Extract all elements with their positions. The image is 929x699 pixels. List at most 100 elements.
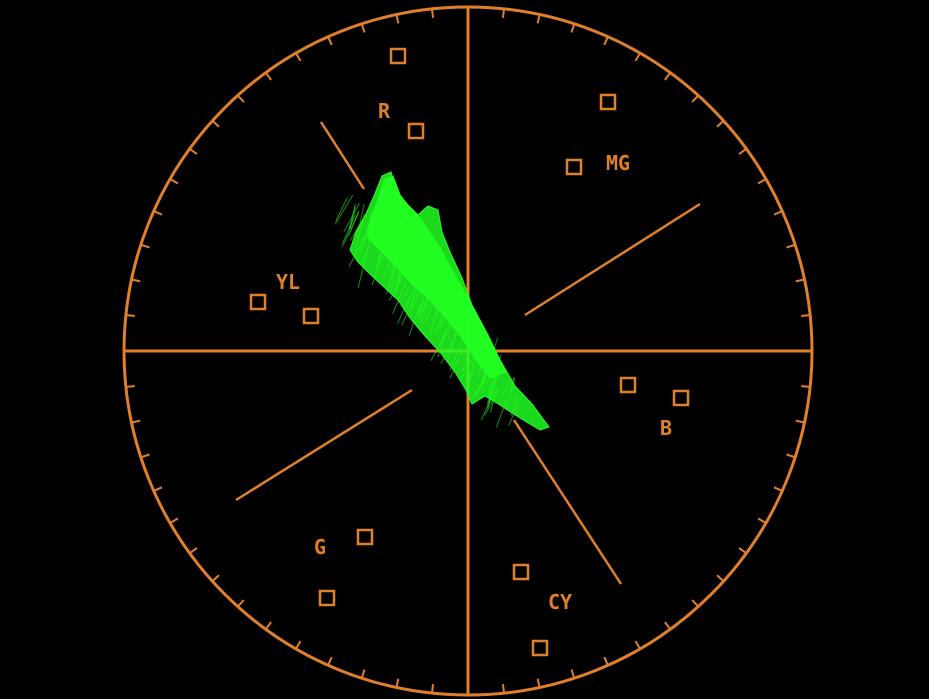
ring-tick bbox=[801, 385, 811, 388]
trace-strand bbox=[363, 221, 372, 242]
trace-strand bbox=[357, 246, 369, 289]
ring-tick bbox=[536, 14, 541, 24]
ring-tick bbox=[327, 656, 333, 666]
trace-strand bbox=[466, 355, 476, 391]
ring-tick bbox=[716, 120, 725, 128]
trace-strand bbox=[392, 281, 408, 315]
ring-tick bbox=[153, 210, 163, 216]
trace-strand bbox=[335, 197, 348, 222]
trace-strand bbox=[398, 240, 410, 270]
label-cy: CY bbox=[548, 590, 572, 614]
trace-strand bbox=[482, 375, 491, 394]
q-axis-line-lower bbox=[235, 388, 413, 502]
trace-strand bbox=[391, 234, 403, 262]
target-box-r-100 bbox=[407, 122, 425, 140]
ring-tick bbox=[140, 243, 150, 249]
ring-tick bbox=[131, 419, 141, 424]
ring-tick bbox=[431, 684, 434, 694]
trace-strand bbox=[490, 357, 498, 374]
trace-strand bbox=[487, 364, 496, 396]
trace-strand bbox=[480, 374, 486, 390]
trace-strand bbox=[371, 252, 384, 286]
ring-tick bbox=[169, 178, 179, 185]
trace-strand bbox=[478, 343, 488, 374]
trace-strand bbox=[446, 324, 459, 364]
trace-strand bbox=[403, 233, 409, 248]
ring-tick bbox=[691, 94, 699, 103]
trace-strand bbox=[348, 210, 360, 237]
trace-strand bbox=[387, 259, 397, 289]
trace-strand bbox=[425, 284, 441, 322]
ring-tick bbox=[153, 486, 163, 492]
target-box-r-75 bbox=[389, 47, 407, 65]
ring-tick bbox=[773, 486, 783, 492]
ring-tick bbox=[664, 621, 672, 630]
trace-strand bbox=[434, 310, 449, 334]
ring-tick bbox=[786, 453, 796, 459]
trace-strand bbox=[424, 265, 433, 288]
trace-strand bbox=[487, 373, 499, 409]
ring-tick bbox=[327, 36, 333, 46]
ring-tick bbox=[360, 669, 366, 679]
trace-strand bbox=[505, 377, 516, 411]
trace-strand bbox=[389, 256, 407, 293]
trace-strand bbox=[357, 203, 365, 234]
ring-tick bbox=[125, 385, 135, 388]
trace-strand bbox=[390, 270, 396, 289]
q-axis-line-upper bbox=[524, 202, 701, 317]
ring-tick bbox=[395, 14, 400, 24]
ring-tick bbox=[502, 684, 505, 694]
trace-strand bbox=[435, 294, 447, 315]
trace-strand bbox=[408, 307, 420, 337]
target-box-b-75 bbox=[619, 376, 637, 394]
ring-tick bbox=[570, 23, 576, 33]
trace-strand bbox=[415, 259, 424, 275]
target-box-g-75 bbox=[356, 528, 374, 546]
trace-strand bbox=[393, 249, 406, 271]
ring-tick bbox=[237, 94, 245, 103]
trace-strand bbox=[430, 332, 447, 362]
trace-strand bbox=[403, 269, 420, 299]
trace-strand bbox=[509, 376, 515, 393]
trace-strand bbox=[396, 267, 404, 288]
trace-strand bbox=[488, 364, 501, 398]
ring-tick bbox=[738, 547, 747, 555]
ring-tick bbox=[189, 147, 198, 155]
ring-tick bbox=[360, 23, 366, 33]
trace-strand bbox=[468, 348, 486, 381]
ring-tick bbox=[801, 314, 811, 317]
trace-strand bbox=[432, 309, 439, 328]
trace-strand bbox=[383, 244, 397, 277]
ring-tick bbox=[502, 8, 505, 18]
trace-strand bbox=[421, 278, 435, 316]
trace-strand bbox=[415, 262, 430, 296]
trace-strand bbox=[416, 301, 424, 318]
trace-strand bbox=[488, 363, 498, 404]
trace-strand bbox=[388, 238, 398, 255]
trace-strand bbox=[376, 227, 390, 269]
trace-strand bbox=[449, 339, 463, 371]
ring-tick bbox=[738, 147, 747, 155]
trace-strand bbox=[438, 299, 452, 322]
trace-strand bbox=[359, 233, 369, 255]
trace-strand bbox=[488, 337, 499, 364]
trace-strand bbox=[418, 282, 430, 309]
color-target-boxes bbox=[249, 47, 690, 657]
ring-tick bbox=[773, 210, 783, 216]
ring-tick bbox=[570, 669, 576, 679]
trace-strand bbox=[381, 227, 394, 263]
trace-strand bbox=[439, 316, 448, 330]
target-box-cy-75 bbox=[512, 563, 530, 581]
trace-strand bbox=[490, 386, 498, 413]
ring-tick bbox=[189, 547, 198, 555]
trace-strand bbox=[389, 267, 409, 301]
ring-tick bbox=[536, 678, 541, 688]
ring-tick bbox=[691, 599, 699, 608]
target-box-yl-100 bbox=[302, 307, 320, 325]
trace-strand bbox=[472, 333, 481, 352]
skin-tone-line bbox=[319, 121, 366, 190]
trace-strand bbox=[482, 361, 488, 382]
trace-strand bbox=[501, 378, 513, 395]
